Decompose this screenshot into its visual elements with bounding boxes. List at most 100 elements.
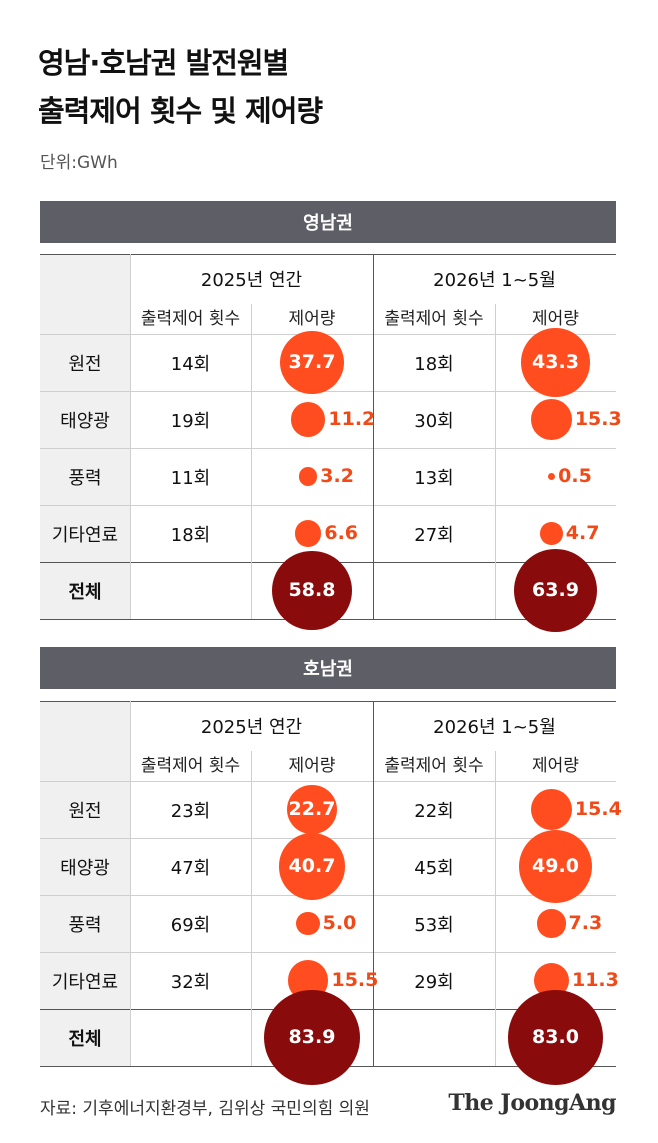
row-divider xyxy=(40,448,616,449)
source-note: 자료: 기후에너지환경부, 김위상 국민의힘 의원 xyxy=(40,1099,370,1119)
count-cell: 45회 xyxy=(414,857,454,879)
value-label: 15.5 xyxy=(331,968,379,991)
value-bubble xyxy=(513,548,598,633)
count-cell: 53회 xyxy=(414,914,454,936)
sub-header: 출력제어 횟수 xyxy=(140,308,241,329)
value-label: 3.2 xyxy=(320,464,354,487)
count-cell: 18회 xyxy=(414,353,454,375)
value-label: 11.2 xyxy=(328,407,376,430)
table-top-border xyxy=(40,254,616,255)
row-label: 태양광 xyxy=(40,838,130,895)
count-cell: 11회 xyxy=(170,467,211,489)
count-cell: 23회 xyxy=(170,800,211,822)
value-bubble xyxy=(294,520,322,547)
row-divider xyxy=(40,952,616,953)
count-cell: 19회 xyxy=(170,410,211,432)
column-divider xyxy=(130,701,131,1066)
sub-header: 제어량 xyxy=(288,308,336,329)
row-divider xyxy=(40,505,616,506)
value-label: 6.6 xyxy=(324,521,359,544)
sub-header: 제어량 xyxy=(532,755,579,776)
column-divider xyxy=(130,254,131,619)
count-cell xyxy=(373,562,495,619)
sub-header: 출력제어 횟수 xyxy=(140,755,241,776)
row-label: 원전 xyxy=(40,334,130,391)
value-bubble xyxy=(537,909,566,938)
unit-label: 단위:GWh xyxy=(40,153,118,173)
value-label: 15.3 xyxy=(574,407,622,430)
value-bubble xyxy=(519,830,592,903)
sub-header: 출력제어 횟수 xyxy=(384,755,484,776)
header-corner xyxy=(40,254,130,334)
value-label: 0.5 xyxy=(558,464,592,487)
column-divider xyxy=(251,751,252,1066)
table-top-border xyxy=(40,701,616,702)
count-cell: 27회 xyxy=(414,524,454,546)
count-cell: 30회 xyxy=(414,410,454,432)
row-label: 기타연료 xyxy=(40,505,130,562)
value-label: 58.8 xyxy=(288,578,336,601)
value-label: 83.0 xyxy=(532,1025,579,1048)
value-bubble xyxy=(521,328,590,397)
period-divider xyxy=(373,701,374,1066)
count-cell xyxy=(130,562,251,619)
value-bubble xyxy=(508,990,603,1085)
publisher-logo: The JoongAng xyxy=(448,1090,616,1116)
period-header: 2026년 1~5월 xyxy=(433,717,556,738)
row-label: 원전 xyxy=(40,781,130,838)
value-label: 11.3 xyxy=(571,968,619,991)
row-label: 풍력 xyxy=(40,895,130,952)
value-bubble xyxy=(296,911,320,936)
count-cell: 14회 xyxy=(170,353,211,375)
region-band-honam: 호남권 xyxy=(40,647,616,689)
column-divider xyxy=(495,751,496,1066)
sub-header: 출력제어 횟수 xyxy=(384,308,484,329)
value-label: 7.3 xyxy=(568,911,603,934)
value-label: 22.7 xyxy=(288,797,336,820)
period-header: 2025년 연간 xyxy=(200,270,303,291)
value-bubble xyxy=(540,522,563,545)
count-cell: 69회 xyxy=(170,914,211,936)
count-cell: 47회 xyxy=(170,857,211,879)
header-corner xyxy=(40,701,130,781)
row-label: 전체 xyxy=(40,1009,130,1066)
value-bubble xyxy=(531,789,572,830)
value-bubble xyxy=(287,784,337,835)
count-cell xyxy=(373,1009,495,1066)
row-label: 태양광 xyxy=(40,391,130,448)
row-divider xyxy=(40,391,616,392)
page-title-line2: 출력제어 횟수 및 제어량 xyxy=(38,94,323,128)
period-divider xyxy=(373,254,374,619)
count-cell: 18회 xyxy=(170,524,211,546)
row-label: 기타연료 xyxy=(40,952,130,1009)
value-label: 63.9 xyxy=(532,578,579,601)
value-label: 37.7 xyxy=(288,350,336,373)
value-bubble xyxy=(278,833,346,900)
row-divider xyxy=(40,781,616,782)
value-bubble xyxy=(272,550,352,631)
count-cell xyxy=(130,1009,251,1066)
value-bubble xyxy=(547,472,556,481)
period-header: 2025년 연간 xyxy=(200,717,303,738)
count-cell: 13회 xyxy=(414,467,454,489)
count-cell: 22회 xyxy=(414,800,454,822)
column-divider xyxy=(495,304,496,619)
value-bubble xyxy=(298,467,318,486)
sub-header: 제어량 xyxy=(532,308,579,329)
value-bubble xyxy=(280,330,344,395)
value-bubble xyxy=(531,399,572,440)
row-label: 풍력 xyxy=(40,448,130,505)
count-cell: 29회 xyxy=(414,971,454,993)
region-band-yeongnam: 영남권 xyxy=(40,201,616,243)
period-header: 2026년 1~5월 xyxy=(433,270,556,291)
value-bubble xyxy=(264,989,360,1086)
sub-header: 제어량 xyxy=(288,755,336,776)
value-label: 43.3 xyxy=(532,350,579,373)
row-label: 전체 xyxy=(40,562,130,619)
value-label: 49.0 xyxy=(532,854,579,877)
value-label: 4.7 xyxy=(565,521,600,544)
page-title-line1: 영남·호남권 발전원별 xyxy=(38,46,289,80)
value-bubble xyxy=(290,402,326,437)
